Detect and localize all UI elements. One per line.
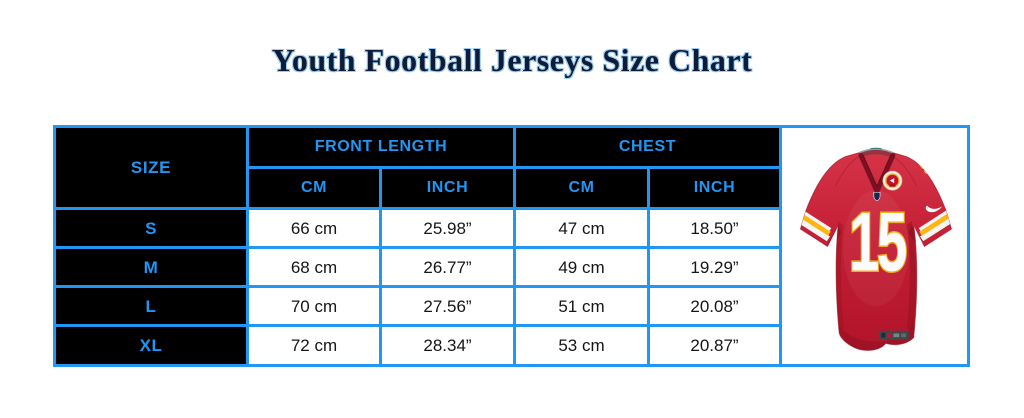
column-header-chest: CHEST (516, 128, 779, 166)
sleeve-stripe-white (919, 217, 952, 242)
subheader-chest-inch: INCH (650, 169, 779, 207)
swoosh-icon (925, 205, 942, 213)
subheader-front-length-inch: INCH (382, 169, 513, 207)
chest-inch-value: 20.87” (650, 327, 779, 364)
front-length-inch-value: 25.98” (382, 210, 513, 246)
chest-inch-value: 20.08” (650, 288, 779, 324)
front-length-cm-value: 70 cm (249, 288, 379, 324)
jock-tag (878, 330, 909, 340)
chest-number: 15 (847, 194, 910, 290)
sleeve-stripe-white (799, 217, 830, 242)
size-row-label: XL (56, 327, 246, 364)
front-length-inch-value: 27.56” (382, 288, 513, 324)
page-title: Youth Football Jerseys Size Chart (271, 42, 753, 78)
subheader-chest-cm: CM (516, 169, 647, 207)
size-row-label: M (56, 249, 246, 285)
team-patch-icon (882, 170, 902, 191)
sleeve-stripe-white (799, 209, 831, 231)
v-neck-trim (858, 153, 895, 194)
size-row-label: L (56, 288, 246, 324)
jersey-product-image: 15 15 15 (782, 128, 967, 364)
sleeve-stripe-white (918, 209, 950, 231)
chest-cm-value: 47 cm (516, 210, 647, 246)
football-jersey-icon: 15 15 15 (799, 147, 952, 351)
size-row-label: S (56, 210, 246, 246)
sleeve-stripe-gold (918, 212, 951, 236)
back-collar (859, 149, 892, 158)
front-length-cm-value: 66 cm (249, 210, 379, 246)
sleeve-stripe-gold (799, 212, 831, 236)
chest-cm-value: 49 cm (516, 249, 647, 285)
size-chart-table: SIZE FRONT LENGTH CHEST CM INCH CM INCH (53, 125, 970, 367)
chest-inch-value: 18.50” (650, 210, 779, 246)
column-header-size: SIZE (56, 128, 246, 207)
subheader-front-length-cm: CM (249, 169, 379, 207)
front-length-inch-value: 28.34” (382, 327, 513, 364)
front-length-inch-value: 26.77” (382, 249, 513, 285)
front-length-cm-value: 68 cm (249, 249, 379, 285)
chest-cm-value: 51 cm (516, 288, 647, 324)
column-header-front-length: FRONT LENGTH (249, 128, 513, 166)
svg-text:15: 15 (848, 195, 906, 288)
front-length-cm-value: 72 cm (249, 327, 379, 364)
chest-inch-value: 19.29” (650, 249, 779, 285)
nfl-shield-icon (873, 191, 880, 202)
chest-cm-value: 53 cm (516, 327, 647, 364)
